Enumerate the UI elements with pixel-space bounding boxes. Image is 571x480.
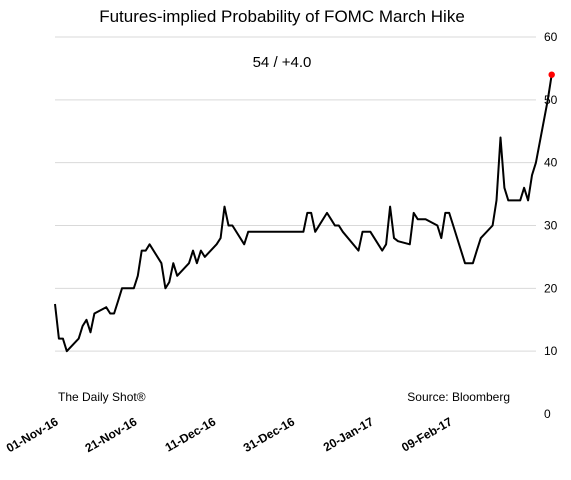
y-tick-label: 20 bbox=[544, 281, 558, 295]
x-tick-label: 20-Jan-17 bbox=[321, 414, 376, 454]
x-tick-label: 11-Dec-16 bbox=[163, 414, 219, 454]
y-tick-label: 40 bbox=[544, 156, 558, 170]
x-tick-label: 31-Dec-16 bbox=[241, 414, 297, 455]
x-axis-ticks: 01-Nov-16 21-Nov-16 11-Dec-16 31-Dec-16 20-J… bbox=[4, 414, 455, 455]
probability-line bbox=[54, 74, 553, 353]
y-tick-label: 60 bbox=[544, 30, 558, 44]
y-tick-label: 30 bbox=[544, 219, 558, 233]
latest-value-marker bbox=[548, 71, 555, 78]
y-tick-label: 0 bbox=[544, 407, 551, 421]
x-tick-label: 01-Nov-16 bbox=[4, 414, 61, 455]
chart-title: Futures-implied Probability of FOMC Marc… bbox=[99, 7, 465, 26]
source-label: Source: Bloomberg bbox=[407, 390, 510, 404]
gridlines bbox=[55, 36, 536, 352]
x-tick-label: 09-Feb-17 bbox=[399, 414, 455, 454]
value-annotation: 54 / +4.0 bbox=[253, 54, 312, 71]
x-tick-label: 21-Nov-16 bbox=[83, 414, 140, 455]
credit-left: The Daily Shot® bbox=[58, 390, 146, 404]
y-tick-label: 10 bbox=[544, 344, 558, 358]
